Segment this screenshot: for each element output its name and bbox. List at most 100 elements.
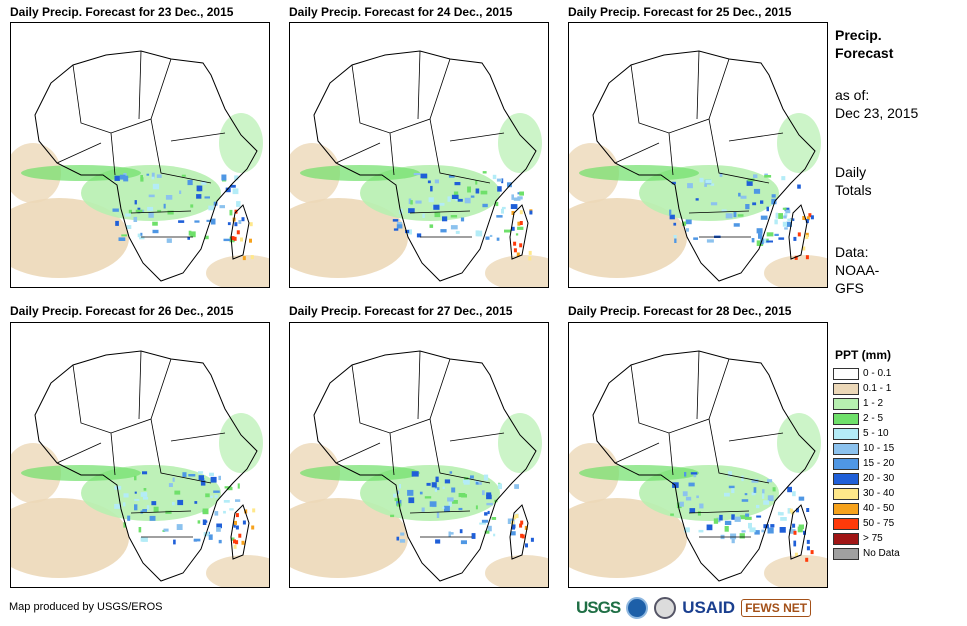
- rain-cell: [187, 179, 193, 186]
- precip-map: [11, 50, 269, 287]
- legend-row: 20 - 30: [833, 471, 900, 486]
- rain-cell: [115, 220, 119, 226]
- rain-cell: [497, 186, 502, 192]
- rain-cell: [213, 490, 220, 493]
- light-rain-area: [569, 198, 687, 278]
- madagascar-outline: [509, 504, 529, 560]
- light-rain-area: [290, 198, 408, 278]
- logo-strip: USGS USAID FEWS NET: [576, 594, 812, 622]
- heavy-rain-cell: [513, 248, 517, 253]
- heavy-rain-cell: [806, 216, 810, 221]
- heavy-rain-cell: [249, 238, 252, 243]
- rain-cell: [721, 209, 727, 212]
- rain-cell: [435, 476, 439, 483]
- rain-cell: [408, 208, 415, 214]
- rain-cell: [777, 511, 781, 516]
- heavy-rain-cell: [519, 523, 523, 528]
- rain-cell: [688, 482, 695, 487]
- heavy-rain-cell: [529, 210, 533, 215]
- rain-cell: [779, 527, 786, 533]
- rain-cell: [699, 177, 704, 183]
- rain-cell: [493, 533, 496, 537]
- rain-cell: [719, 514, 723, 521]
- heavy-rain-cell: [793, 530, 797, 535]
- rain-cell: [489, 234, 493, 237]
- country-border: [708, 118, 770, 184]
- country-border: [614, 142, 660, 164]
- rain-cell: [444, 479, 451, 484]
- rain-band: [777, 113, 821, 173]
- rain-cell: [435, 539, 441, 544]
- sidebar-asof-line2: Dec 23, 2015: [835, 105, 919, 121]
- legend-row: 30 - 40: [833, 486, 900, 501]
- legend-swatch: [833, 457, 859, 470]
- rain-cell: [434, 179, 439, 184]
- rain-cell: [766, 206, 769, 212]
- rain-cell: [751, 238, 755, 243]
- rain-cell: [781, 176, 786, 181]
- rain-cell: [728, 485, 735, 489]
- rain-cell: [475, 505, 478, 510]
- sidebar-data-line2: NOAA-: [835, 262, 880, 278]
- rain-cell: [733, 212, 737, 218]
- rain-cell: [797, 184, 801, 189]
- rain-cell: [238, 220, 242, 224]
- rain-cell: [230, 184, 236, 188]
- heavy-rain-cell: [805, 235, 809, 239]
- legend-label: 15 - 20: [863, 458, 895, 469]
- rain-cell: [227, 487, 233, 491]
- rain-cell: [428, 197, 434, 203]
- country-border: [688, 210, 750, 214]
- rain-cell: [434, 212, 441, 218]
- rain-cell: [766, 238, 769, 241]
- legend-row: 40 - 50: [833, 501, 900, 516]
- country-border: [429, 418, 491, 484]
- map-panel-4: [10, 322, 270, 588]
- rain-band: [579, 465, 699, 481]
- legend-row: 5 - 10: [833, 426, 900, 441]
- rain-cell: [433, 204, 440, 210]
- sidebar-asof: as of: Dec 23, 2015: [835, 86, 918, 122]
- heavy-rain-cell: [789, 508, 793, 513]
- light-rain-area: [206, 555, 269, 587]
- rain-cell: [229, 508, 234, 511]
- rain-cell: [669, 209, 672, 216]
- legend: 0 - 0.1 0.1 - 1 1 - 2 2 - 5 5 - 10 10 - 15 15 …: [833, 366, 900, 561]
- rain-cell: [214, 511, 219, 516]
- rain-cell: [172, 477, 175, 482]
- rain-cell: [440, 229, 447, 233]
- legend-swatch: [833, 442, 859, 455]
- country-border: [409, 210, 471, 214]
- rain-cell: [134, 498, 140, 501]
- legend-row: 0.1 - 1: [833, 381, 900, 396]
- rain-cell: [447, 497, 454, 502]
- rain-band: [21, 165, 141, 181]
- rain-cell: [194, 501, 198, 504]
- rain-cell: [741, 475, 744, 482]
- heavy-rain-cell: [524, 525, 528, 530]
- madagascar-outline: [788, 504, 808, 560]
- rain-cell: [204, 235, 209, 240]
- rain-cell: [190, 231, 196, 238]
- rain-cell: [745, 204, 750, 210]
- rain-cell: [190, 204, 194, 208]
- heavy-rain-cell: [797, 232, 801, 237]
- rain-cell: [693, 472, 697, 478]
- rain-cell: [487, 525, 492, 532]
- heavy-rain-cell: [793, 236, 797, 241]
- legend-label: > 75: [863, 533, 883, 544]
- precip-map: [569, 50, 827, 287]
- heavy-rain-cell: [231, 236, 235, 241]
- rain-cell: [451, 194, 459, 199]
- legend-label: 0 - 0.1: [863, 368, 892, 379]
- rain-cell: [165, 195, 173, 200]
- heavy-rain-cell: [806, 539, 810, 544]
- rain-cell: [756, 240, 764, 246]
- country-border: [614, 442, 660, 464]
- rain-cell: [390, 514, 395, 518]
- rain-cell: [761, 529, 765, 533]
- rain-cell: [146, 173, 150, 176]
- rain-cell: [209, 472, 214, 477]
- rain-cell: [475, 481, 479, 485]
- heavy-rain-cell: [528, 256, 532, 261]
